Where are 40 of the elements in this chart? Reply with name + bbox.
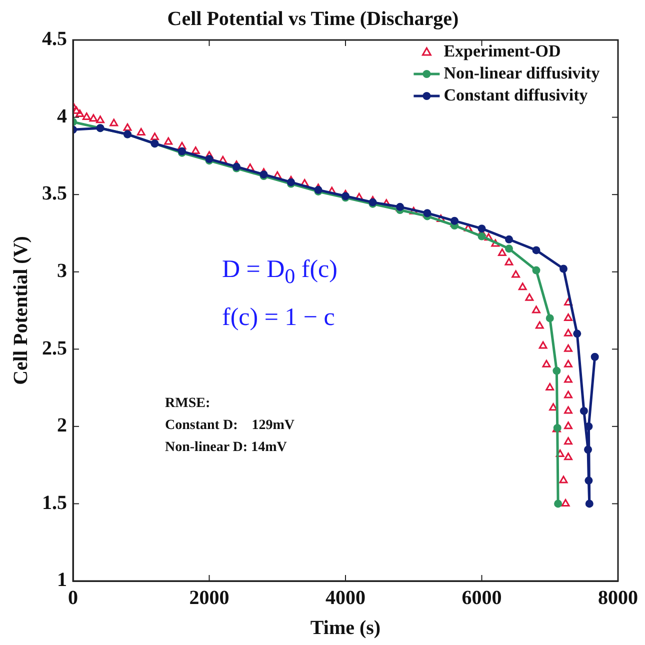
y-tick-label: 2.5 bbox=[42, 337, 67, 360]
annotation: D = D$_{0}$ f(c) bbox=[222, 256, 338, 289]
legend-label: Non-linear diffusivity bbox=[444, 63, 600, 82]
point bbox=[478, 232, 486, 240]
point bbox=[584, 446, 592, 454]
point bbox=[546, 314, 554, 322]
point bbox=[532, 246, 540, 254]
y-tick-label: 4.5 bbox=[42, 28, 67, 50]
point bbox=[478, 224, 486, 233]
point bbox=[590, 352, 599, 361]
point bbox=[552, 366, 561, 375]
point bbox=[573, 330, 582, 338]
point bbox=[580, 406, 588, 415]
y-tick-label: 1.5 bbox=[42, 492, 67, 514]
point bbox=[554, 500, 562, 508]
y-tick-label: 4 bbox=[57, 105, 67, 128]
annotation: f(c) = 1 − c bbox=[222, 304, 335, 332]
point bbox=[532, 266, 540, 274]
x-tick-label: 6000 bbox=[462, 587, 502, 610]
x-tick-label: 2000 bbox=[189, 587, 230, 610]
annotation: Non-linear D: 14mV bbox=[165, 440, 287, 456]
point bbox=[505, 244, 513, 253]
y-tick-label: 1 bbox=[57, 569, 67, 592]
y-tick-label: 3.5 bbox=[42, 182, 67, 205]
legend-label: Constant diffusivity bbox=[444, 85, 588, 104]
y-tick-label: 2 bbox=[57, 414, 67, 437]
y-axis-title: Cell Potential (V) bbox=[10, 236, 32, 385]
point bbox=[560, 264, 568, 273]
annotation: Constant D: 129mV bbox=[165, 418, 294, 434]
annotation: RMSE: bbox=[165, 396, 210, 412]
x-tick-label: 4000 bbox=[326, 587, 366, 610]
point bbox=[584, 476, 593, 485]
x-tick-label: 0 bbox=[68, 587, 78, 610]
chart-title: Cell Potential vs Time (Discharge) bbox=[167, 8, 459, 30]
point bbox=[585, 500, 594, 508]
legend-label: Experiment-OD bbox=[444, 41, 561, 60]
x-axis-title: Time (s) bbox=[310, 617, 381, 640]
x-tick-label: 8000 bbox=[598, 587, 638, 610]
point bbox=[505, 235, 513, 244]
y-tick-label: 3 bbox=[57, 260, 67, 282]
